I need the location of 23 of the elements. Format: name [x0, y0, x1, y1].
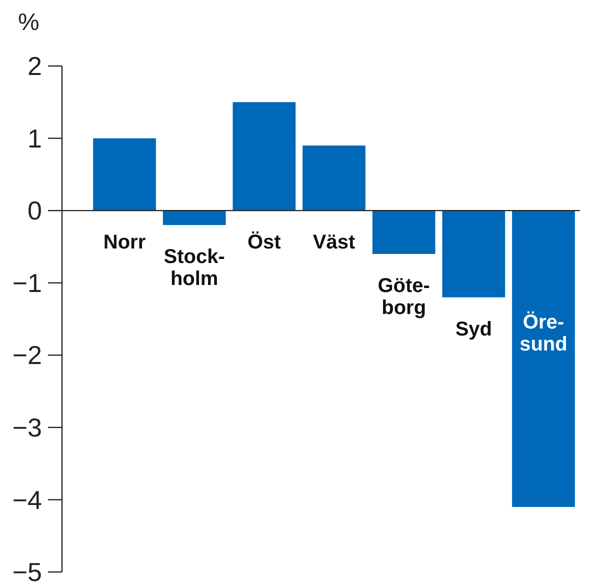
y-tick-label: −2 — [12, 340, 42, 370]
x-tick-label: Syd — [455, 318, 492, 340]
bar — [372, 210, 436, 254]
bar — [162, 210, 226, 226]
x-tick-label: Öst — [248, 230, 282, 254]
bar — [232, 102, 296, 211]
bar — [442, 210, 506, 298]
y-tick-label: 2 — [28, 51, 42, 82]
x-tick-label: Stock- holm — [164, 246, 225, 290]
x-tick-label: Väst — [312, 232, 356, 254]
y-tick-label: −5 — [12, 557, 42, 588]
y-axis-title: % — [18, 9, 40, 36]
y-tick-label: 1 — [28, 123, 42, 154]
y-tick-label: −4 — [12, 484, 42, 515]
y-tick-label: 0 — [28, 196, 42, 226]
x-tick-label: Göte- borg — [378, 274, 430, 319]
bar — [512, 210, 575, 507]
bar — [302, 146, 366, 211]
y-tick-label: −1 — [12, 268, 42, 298]
y-tick-label: −3 — [12, 412, 42, 443]
x-tick-label: Norr — [103, 232, 146, 254]
bar — [93, 138, 156, 211]
x-tick-label: Öre- sund — [520, 310, 568, 356]
